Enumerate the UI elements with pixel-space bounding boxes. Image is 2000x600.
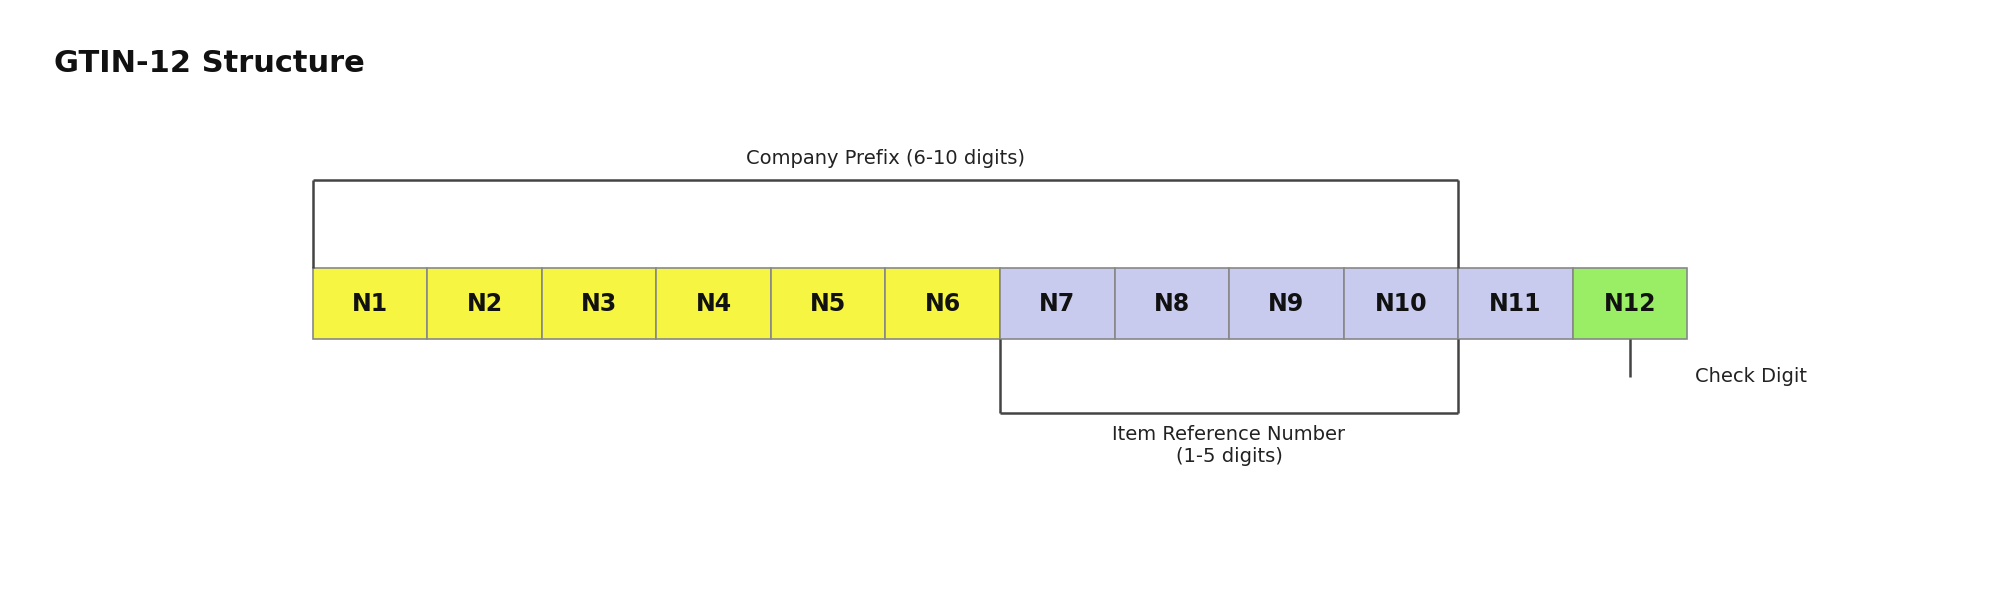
Text: GTIN-12 Structure: GTIN-12 Structure (54, 49, 364, 77)
Bar (886, 268, 1000, 340)
Bar (1230, 268, 1344, 340)
Text: Item Reference Number
(1-5 digits): Item Reference Number (1-5 digits) (1112, 425, 1346, 466)
Text: N4: N4 (696, 292, 732, 316)
Bar (770, 268, 886, 340)
Bar (542, 268, 656, 340)
Bar (656, 268, 770, 340)
Text: N11: N11 (1490, 292, 1542, 316)
Bar (1344, 268, 1458, 340)
Text: N9: N9 (1268, 292, 1304, 316)
Text: N10: N10 (1374, 292, 1428, 316)
Bar (1114, 268, 1230, 340)
Text: N6: N6 (924, 292, 960, 316)
Text: Company Prefix (6-10 digits): Company Prefix (6-10 digits) (746, 149, 1024, 168)
Bar (1572, 268, 1688, 340)
Bar (428, 268, 542, 340)
Text: N12: N12 (1604, 292, 1656, 316)
Text: N8: N8 (1154, 292, 1190, 316)
Text: N2: N2 (466, 292, 502, 316)
Bar (1458, 268, 1572, 340)
Text: N5: N5 (810, 292, 846, 316)
Text: N1: N1 (352, 292, 388, 316)
Bar (1000, 268, 1114, 340)
Text: N7: N7 (1040, 292, 1076, 316)
Text: N3: N3 (582, 292, 618, 316)
Bar (312, 268, 428, 340)
Text: Check Digit: Check Digit (1696, 367, 1808, 386)
